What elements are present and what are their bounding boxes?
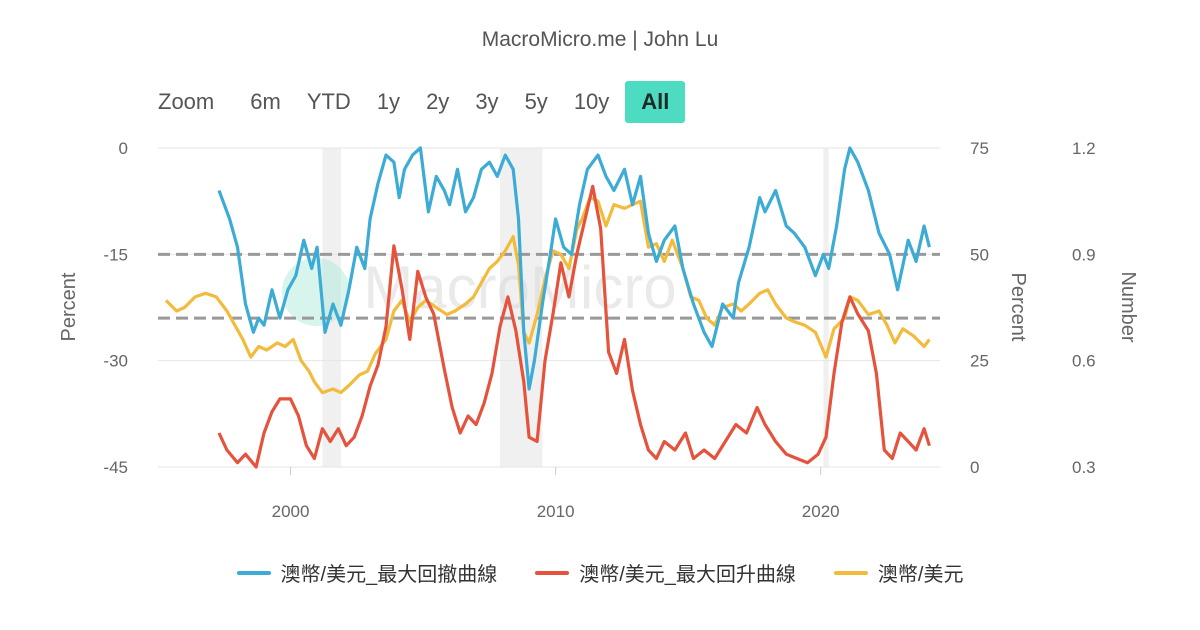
zoom-bar: Zoom 6m YTD 1y 2y 3y 5y 10y All: [158, 80, 691, 124]
legend-swatch-drawdown: [236, 570, 271, 575]
legend-swatch-audusd: [833, 570, 868, 575]
series-lines: [164, 146, 931, 469]
legend-swatch-rebound: [535, 570, 570, 575]
zoom-ytd-button[interactable]: YTD: [306, 89, 351, 114]
chart-credit: MacroMicro.me | John Lu: [481, 28, 719, 51]
legend: 澳幣/美元_最大回撤曲線 澳幣/美元_最大回升曲線 澳幣/美元: [0, 558, 1200, 587]
zoom-1y-button[interactable]: 1y: [376, 89, 401, 114]
left-tick: -30: [103, 352, 128, 371]
zoom-label: Zoom: [158, 89, 215, 114]
left-tick: 0: [119, 139, 128, 158]
zoom-2y-button[interactable]: 2y: [426, 89, 450, 114]
legend-label-drawdown: 澳幣/美元_最大回撤曲線: [280, 564, 498, 586]
zoom-5y-button[interactable]: 5y: [524, 89, 548, 114]
series-line-1: [217, 184, 931, 469]
right1-tick: 50: [970, 245, 989, 264]
legend-label-rebound: 澳幣/美元_最大回升曲線: [579, 564, 796, 586]
right2-tick: 0.3: [1072, 458, 1096, 477]
x-tick: 2000: [272, 502, 310, 521]
right2-tick: 0.9: [1072, 245, 1096, 264]
right2-axis-ticks: 1.2 0.9 0.6 0.3: [1072, 139, 1096, 477]
left-axis-title: Percent: [58, 272, 80, 341]
right1-axis-title: Percent: [1007, 273, 1029, 342]
reference-lines: [158, 252, 940, 320]
right2-axis-title: Number: [1117, 271, 1139, 342]
zoom-6m-button[interactable]: 6m: [250, 89, 281, 114]
right1-tick: 75: [970, 139, 989, 158]
right2-tick: 0.6: [1072, 352, 1096, 371]
zoom-all-button[interactable]: All: [625, 81, 686, 123]
right1-axis-ticks: 75 50 25 0: [970, 139, 989, 477]
right2-tick: 1.2: [1072, 139, 1096, 158]
left-axis-ticks: 0 -15 -30 -45: [103, 139, 128, 477]
series-line-0: [217, 146, 931, 391]
legend-item-drawdown[interactable]: 澳幣/美元_最大回撤曲線: [236, 558, 498, 587]
right1-tick: 25: [970, 352, 989, 371]
zoom-10y-button[interactable]: 10y: [573, 89, 610, 114]
watermark-logo-icon: [282, 258, 350, 326]
recession-band: [823, 148, 829, 467]
x-axis-ticks: 2000 2010 2020: [272, 502, 840, 521]
legend-item-audusd[interactable]: 澳幣/美元: [833, 558, 964, 587]
zoom-3y-button[interactable]: 3y: [475, 89, 499, 114]
x-tick: 2020: [802, 502, 840, 521]
left-tick: -15: [103, 245, 128, 264]
left-tick: -45: [103, 458, 128, 477]
x-tick: 2010: [537, 502, 575, 521]
right1-tick: 0: [970, 458, 979, 477]
legend-label-audusd: 澳幣/美元: [877, 564, 964, 586]
legend-item-rebound[interactable]: 澳幣/美元_最大回升曲線: [535, 558, 796, 587]
